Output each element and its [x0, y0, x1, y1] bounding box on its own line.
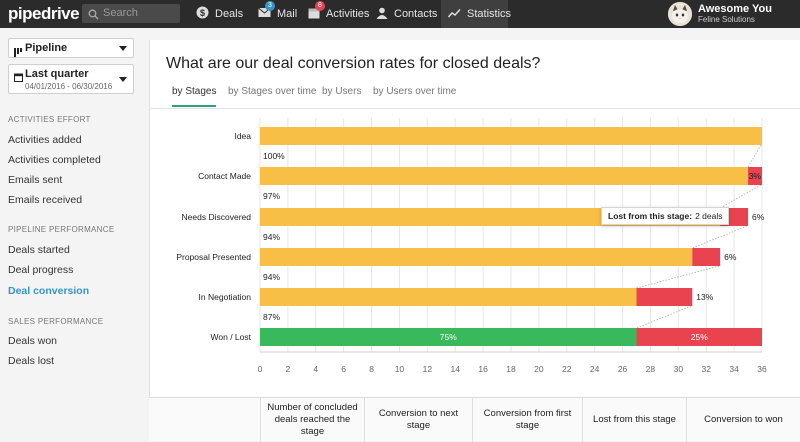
sidebar-item-activities-completed[interactable]: Activities completed: [8, 154, 101, 166]
chevron-down-icon: [119, 77, 127, 82]
user-name: Awesome You: [698, 3, 772, 15]
page-title: What are our deal conversion rates for c…: [166, 55, 541, 72]
period-dropdown-label: Last quarter: [25, 68, 89, 80]
sidebar-item-deals-won[interactable]: Deals won: [8, 335, 58, 347]
nav-contacts[interactable]: Contacts: [370, 0, 442, 28]
chart-tooltip: Lost from this stage: 2 deals: [601, 207, 730, 225]
pipedrive-logo[interactable]: pipedrive: [8, 4, 80, 23]
tab-by-stages-over-time[interactable]: by Stages over time: [228, 86, 317, 97]
section-sales-performance: SALES PERFORMANCE: [8, 317, 104, 326]
section-pipeline-performance: PIPELINE PERFORMANCE: [8, 225, 115, 234]
sidebar-item-deals-lost[interactable]: Deals lost: [8, 355, 55, 367]
nav-statistics-label: Statistics: [467, 8, 512, 20]
tab-by-users[interactable]: by Users: [322, 86, 362, 97]
sidebar: Pipeline Last quarter 04/01/2016 - 06/30…: [0, 28, 148, 441]
tooltip-value: 2 deals: [695, 211, 723, 221]
person-icon: [376, 7, 388, 22]
svg-text:$: $: [200, 8, 205, 18]
mail-badge: 3: [265, 1, 275, 11]
nav-activities-label: Activities: [326, 8, 370, 20]
calendar-icon: 8: [308, 0, 325, 22]
period-date-range: 04/01/2016 - 06/30/2016: [25, 82, 113, 91]
th-conversion-next[interactable]: Conversion to next stage: [364, 398, 472, 442]
th-conversion-first[interactable]: Conversion from first stage: [472, 398, 582, 442]
nav-activities[interactable]: 8 Activities: [302, 0, 370, 28]
th-concluded-deals[interactable]: Number of concluded deals reached the st…: [260, 398, 364, 442]
sidebar-item-deal-conversion[interactable]: Deal conversion: [8, 285, 90, 297]
top-navigation-bar: pipedrive Search $ Deals 3 Mail 8 Activi…: [0, 0, 800, 28]
trend-icon: [447, 8, 461, 21]
main-panel: What are our deal conversion rates for c…: [149, 40, 800, 441]
stats-table-header: Number of concluded deals reached the st…: [149, 397, 800, 442]
mail-icon: 3: [258, 1, 275, 21]
nav-contacts-label: Contacts: [394, 8, 438, 20]
period-dropdown[interactable]: Last quarter 04/01/2016 - 06/30/2016: [8, 64, 134, 94]
dollar-icon: $: [196, 6, 209, 22]
tab-divider: [150, 108, 800, 109]
nav-deals[interactable]: $ Deals: [188, 0, 246, 28]
nav-statistics[interactable]: Statistics: [441, 0, 512, 28]
tab-by-users-over-time[interactable]: by Users over time: [373, 86, 457, 97]
search-icon: [88, 7, 99, 25]
search-input[interactable]: Search: [82, 4, 180, 23]
calendar-icon: [14, 69, 23, 87]
user-organization: Feline Solutions: [698, 15, 755, 24]
nav-mail-label: Mail: [277, 8, 298, 20]
user-menu[interactable]: Awesome You Feline Solutions: [668, 2, 786, 26]
search-placeholder: Search: [103, 7, 138, 19]
activities-badge: 8: [315, 0, 325, 11]
section-activities-effort: ACTIVITIES EFFORT: [8, 115, 91, 124]
sidebar-item-emails-sent[interactable]: Emails sent: [8, 174, 63, 186]
pipeline-dropdown-label: Pipeline: [25, 42, 68, 54]
sidebar-item-activities-added[interactable]: Activities added: [8, 134, 82, 146]
chevron-down-icon: [119, 46, 127, 51]
sidebar-item-deal-progress[interactable]: Deal progress: [8, 264, 74, 276]
nav-mail[interactable]: 3 Mail: [252, 0, 302, 28]
sidebar-item-emails-received[interactable]: Emails received: [8, 194, 83, 206]
pipeline-dropdown[interactable]: Pipeline: [8, 38, 134, 58]
tooltip-label: Lost from this stage:: [608, 211, 693, 221]
avatar: [668, 2, 692, 26]
pipeline-icon: [14, 44, 22, 62]
sidebar-item-deals-started[interactable]: Deals started: [8, 244, 70, 256]
th-conversion-won[interactable]: Conversion to won: [686, 398, 800, 442]
tab-by-stages[interactable]: by Stages: [172, 86, 217, 107]
th-lost-from-stage[interactable]: Lost from this stage: [582, 398, 686, 442]
nav-deals-label: Deals: [215, 8, 244, 20]
